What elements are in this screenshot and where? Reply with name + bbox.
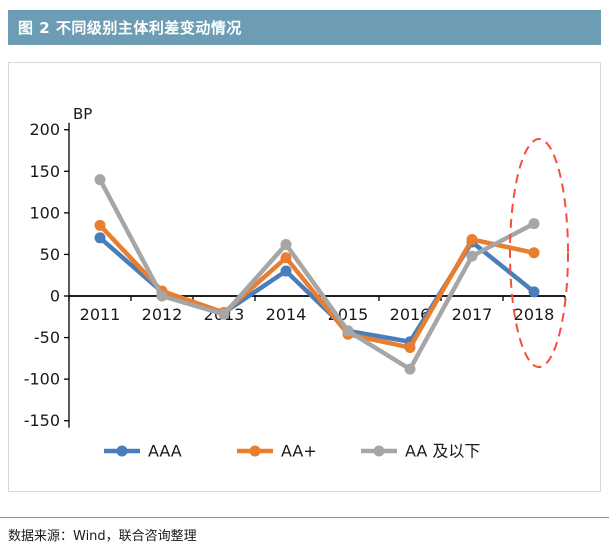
x-tick-label: 2014 [266,305,307,324]
highlight-ellipse-2018 [509,138,569,368]
page: 图 2 不同级别主体利差变动情况 200 150 100 50 0 -50 -100 -150… [0,10,609,544]
x-tick-label: 2017 [452,305,493,324]
x-tick-label: 2016 [390,305,431,324]
data-point [404,363,416,375]
legend: AAA AA+ AA 及以下 [104,442,480,461]
data-source: 数据来源：Wind，联合咨询整理 [8,529,197,544]
data-point [280,252,292,264]
x-tick-label: 2018 [514,305,555,324]
data-point [342,325,354,337]
data-point [94,232,106,244]
figure-title: 图 2 不同级别主体利差变动情况 [18,19,242,37]
y-tick-label: 200 [29,120,60,139]
y-tick-label: 150 [29,162,60,181]
data-point [94,219,106,231]
footer-divider [0,517,609,518]
spread-line-chart: 200150100500-50-100-15020112012201320142… [24,105,569,461]
data-point [280,238,292,250]
data-point [280,265,292,277]
data-point [528,286,540,298]
x-tick-label: 2011 [80,305,121,324]
data-point [218,308,230,320]
y-axis-unit: BP [73,105,92,123]
data-point [404,342,416,354]
legend-label: AA 及以下 [405,442,480,461]
data-point [94,174,106,186]
axes: 200150100500-50-100-15020112012201320142… [24,120,566,430]
series-AA及以下 [94,174,540,375]
legend-item-AA+: AA+ [237,442,317,461]
y-tick-label: -50 [34,328,60,347]
chart-card: 200150100500-50-100-15020112012201320142… [8,62,601,492]
legend-item-AAA: AAA [104,442,182,461]
data-point [466,250,478,262]
legend-marker [116,445,128,457]
y-tick-label: 50 [40,245,60,264]
y-tick-label: 0 [50,287,60,306]
legend-marker [249,445,261,457]
legend-marker [373,445,385,457]
y-tick-label: -100 [24,370,60,389]
x-tick-label: 2012 [142,305,183,324]
data-point [528,247,540,259]
legend-label: AAA [148,442,182,461]
figure-title-bar: 图 2 不同级别主体利差变动情况 [8,10,601,45]
legend-item-AA及以下: AA 及以下 [361,442,480,461]
data-point [528,218,540,230]
y-tick-label: -150 [24,411,60,430]
data-point [466,233,478,245]
data-point [156,290,168,302]
legend-label: AA+ [281,442,317,461]
y-tick-label: 100 [29,203,60,222]
